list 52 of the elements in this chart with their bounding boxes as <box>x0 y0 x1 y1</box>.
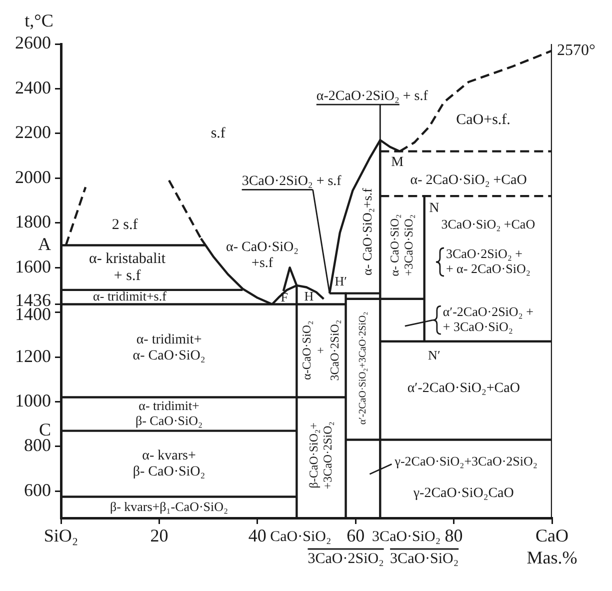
annotation: β- kvars+β₁-CaO·SiO₂ <box>110 498 228 514</box>
annotation: α- CaO·SiO₂ +3CaO·SiO₂ <box>387 214 416 276</box>
y-tick-label: 600 <box>24 480 51 500</box>
annotation: H <box>304 288 314 304</box>
annotation: 3CaO·2SiO₂ + + α- 2CaO·SiO₂ <box>446 246 530 276</box>
y-tick-label: 2200 <box>15 122 51 142</box>
annotation: α- 2CaO·SiO₂ +CaO <box>410 173 527 188</box>
annotation: 3CaO·SiO₂ +CaO <box>441 216 536 232</box>
annotation: α′-2CaO·SiO₂+CaO <box>407 380 520 396</box>
annotation: M <box>391 155 404 170</box>
y-tick-label: 1800 <box>15 212 51 232</box>
y-tick-label: 1600 <box>15 256 51 276</box>
annotation: α- CaO·SiO₂+s.f <box>359 187 374 276</box>
annotation: α′-2CaO·SiO₂+3CaO·2SiO₂ <box>358 312 369 425</box>
annotation: α′-2CaO·2SiO₂ + + 3CaO·SiO₂ <box>442 304 534 334</box>
y-tick-label: 1200 <box>15 346 51 366</box>
annotation: α- tridimit+s.f <box>93 288 168 304</box>
annotation: α- kvars+ β- CaO·SiO₂ <box>132 448 206 480</box>
annotation: CaO+s.f. <box>456 112 510 128</box>
annotation: β-CaO·SiO₂+ +3CaO·2SiO₂ <box>306 422 334 490</box>
annotation: α- tridimit+ α- CaO·SiO₂ <box>132 332 206 364</box>
annotation: α-CaO·SiO₂ + 3CaO·2SiO₂ <box>299 320 342 381</box>
y-tick-label: 2600 <box>15 32 51 53</box>
x-tick-label: 40 <box>248 526 266 546</box>
annotation: γ-2CaO·SiO₂CaO <box>412 486 514 502</box>
annotation: 2 s.f <box>112 217 138 234</box>
annotation: A <box>38 234 51 254</box>
annotation: N <box>429 201 440 216</box>
annotation: 2570° <box>557 42 596 59</box>
annotation: α- kristabalit + s.f <box>88 251 166 284</box>
y-tick-label: 2000 <box>15 166 51 187</box>
annotation: 3CaO·2SiO₂ + s.f <box>242 174 342 189</box>
annotation: α- tridimit+ β- CaO·SiO₂ <box>135 398 203 428</box>
annotation: H′ <box>334 274 348 289</box>
y-tick-label: 1000 <box>15 390 51 410</box>
annotation: γ-2CaO·SiO₂+3CaO·2SiO₂ <box>394 454 538 469</box>
text: 3CaO·SiO₂ <box>372 528 441 545</box>
x-tick-label: 60 <box>346 526 365 546</box>
text: 3CaO·2SiO₂ <box>308 550 384 567</box>
text: 3CaO·SiO₂ <box>390 550 459 567</box>
x-tick-label: 80 <box>444 526 463 546</box>
annotation: N′ <box>428 347 440 362</box>
y-tick-label: 2400 <box>15 77 51 98</box>
annotation: α- CaO·SiO₂ +s.f <box>226 240 299 271</box>
x-axis-title: Mas.% <box>526 548 578 568</box>
x-tick-label: 20 <box>150 526 168 546</box>
annotation: α-2CaO·2SiO₂ + s.f <box>316 88 428 104</box>
y-axis-title: t,°C <box>24 10 54 31</box>
text: CaO·SiO₂ <box>270 528 332 545</box>
x-tick-label: CaO <box>536 526 568 546</box>
x-tick-label: SiO₂ <box>44 526 78 546</box>
annotation: s.f <box>210 125 226 142</box>
